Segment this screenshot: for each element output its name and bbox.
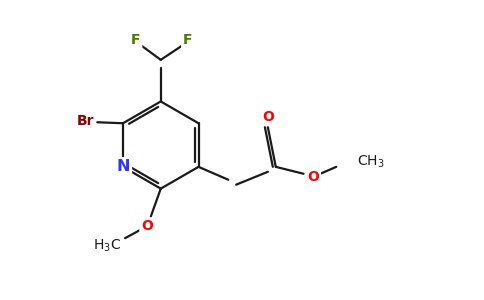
Text: O: O (262, 110, 274, 124)
Text: O: O (307, 170, 319, 184)
Text: N: N (116, 159, 130, 174)
Text: F: F (131, 33, 141, 47)
Text: H$_3$C: H$_3$C (93, 238, 121, 254)
Text: CH$_3$: CH$_3$ (357, 154, 385, 170)
Text: O: O (141, 219, 153, 233)
Text: Br: Br (76, 114, 94, 128)
Text: F: F (183, 33, 192, 47)
